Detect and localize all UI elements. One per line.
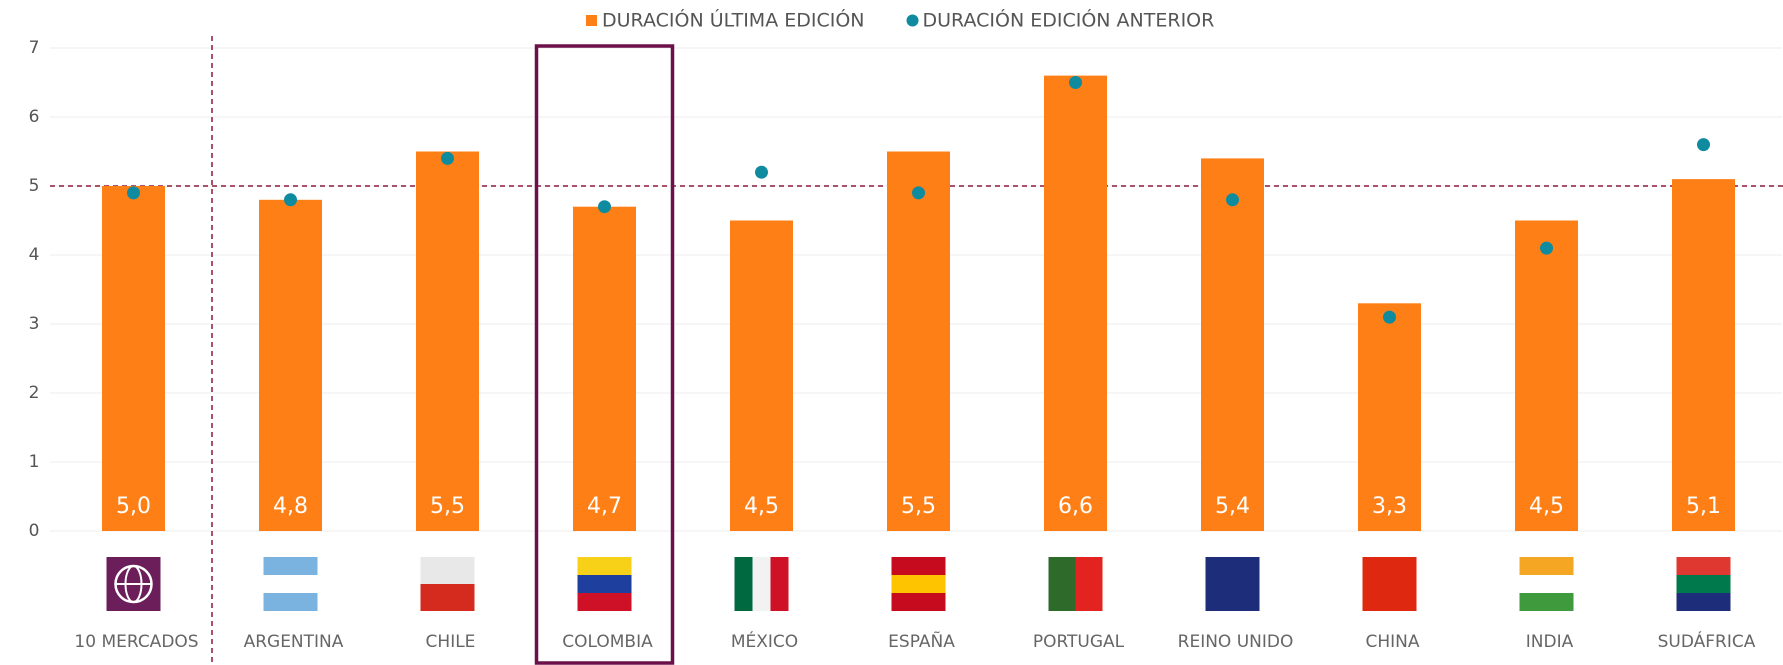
flag-stripe — [1048, 557, 1076, 611]
dot — [598, 200, 611, 214]
x-tick-label: ARGENTINA — [244, 632, 344, 652]
legend-swatch — [586, 15, 597, 26]
bar — [416, 151, 479, 531]
bar — [1358, 303, 1421, 531]
x-tick-label: INDIA — [1526, 632, 1574, 652]
flag-stripe — [734, 557, 753, 611]
bar — [573, 206, 636, 531]
flag-stripe — [263, 557, 318, 575]
flag-stripe — [1075, 557, 1103, 611]
flag-stripe — [420, 584, 475, 611]
bar — [1515, 220, 1578, 531]
data-label: 5,5 — [430, 494, 465, 519]
bar — [1672, 179, 1735, 531]
data-label: 3,3 — [1372, 494, 1407, 519]
flag-stripe — [891, 593, 946, 611]
flag-stripe — [1519, 575, 1574, 593]
dot — [441, 151, 454, 165]
data-label: 6,6 — [1058, 494, 1093, 519]
flag-stripe — [577, 557, 632, 575]
x-tick-label: COLOMBIA — [562, 632, 653, 652]
y-tick-label: 6 — [29, 107, 40, 127]
flag-stripe — [752, 557, 771, 611]
flag-stripe — [1676, 557, 1731, 575]
x-tick-label: CHINA — [1365, 632, 1419, 652]
dot — [1226, 193, 1239, 207]
flag-stripe — [263, 593, 318, 611]
dot — [284, 193, 297, 207]
highlight-box — [534, 44, 675, 665]
x-tick-label: 10 MERCADOS — [74, 632, 198, 652]
x-tick-label: MÉXICO — [731, 630, 798, 652]
dot — [755, 165, 768, 179]
legend-label: DURACIÓN ÚLTIMA EDICIÓN — [602, 8, 865, 32]
bar — [102, 186, 165, 531]
dot — [1540, 241, 1553, 255]
dot — [1383, 310, 1396, 324]
y-tick-label: 0 — [29, 521, 40, 541]
data-label: 5,5 — [901, 494, 936, 519]
bar — [730, 220, 793, 531]
data-label: 4,7 — [587, 494, 622, 519]
data-label: 5,4 — [1215, 494, 1250, 519]
bar — [259, 199, 322, 532]
bar — [1201, 158, 1264, 531]
flag-stripe — [420, 557, 475, 584]
y-tick-label: 3 — [29, 314, 40, 334]
dot — [1697, 138, 1710, 152]
data-label: 5,1 — [1686, 494, 1721, 519]
flag-stripe — [770, 557, 789, 611]
legend-swatch — [906, 14, 919, 27]
x-tick-label: CHILE — [426, 632, 476, 652]
flag-stripe — [1519, 557, 1574, 575]
flag-stripe — [1676, 575, 1731, 593]
legend-label: DURACIÓN EDICIÓN ANTERIOR — [923, 8, 1215, 32]
flag-stripe — [577, 575, 632, 593]
dot — [912, 186, 925, 200]
dot — [127, 186, 140, 200]
data-label: 4,5 — [744, 494, 779, 519]
flag-stripe — [891, 557, 946, 575]
bar — [887, 151, 950, 531]
data-label: 4,8 — [273, 494, 308, 519]
x-tick-label: SUDÁFRICA — [1658, 630, 1756, 652]
x-tick-label: ESPAÑA — [888, 630, 955, 652]
flag-stripe — [263, 575, 318, 593]
y-tick-label: 7 — [29, 38, 40, 58]
x-tick-label: REINO UNIDO — [1178, 632, 1294, 652]
data-label: 5,0 — [116, 494, 151, 519]
dot — [1069, 76, 1082, 89]
y-tick-label: 5 — [29, 176, 40, 196]
y-tick-label: 1 — [29, 452, 40, 472]
flag-stripe — [891, 575, 946, 593]
flag-stripe — [1205, 557, 1260, 611]
flag-stripe — [1676, 593, 1731, 611]
flag-stripe — [1362, 557, 1417, 611]
x-tick-label: PORTUGAL — [1033, 632, 1125, 652]
data-label: 4,5 — [1529, 494, 1564, 519]
y-tick-label: 2 — [29, 383, 40, 403]
flag-stripe — [1519, 593, 1574, 611]
bar — [1044, 75, 1107, 531]
flag-stripe — [577, 593, 632, 611]
y-tick-label: 4 — [29, 245, 40, 265]
